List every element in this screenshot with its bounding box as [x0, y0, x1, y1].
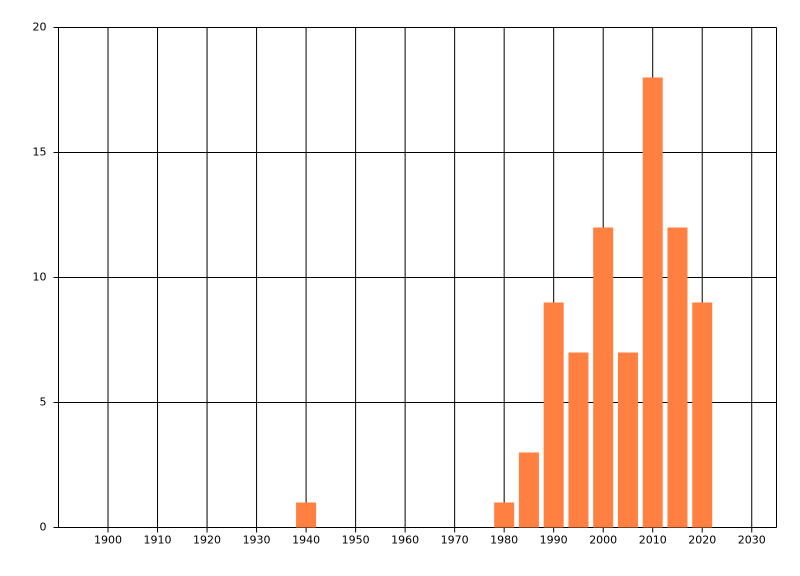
y-tick-label: 5 — [40, 396, 47, 409]
bar — [543, 302, 564, 528]
x-tick-label: 1940 — [292, 534, 320, 547]
y-tick-label: 0 — [40, 521, 47, 534]
bar — [642, 77, 663, 528]
x-tick-label: 1990 — [540, 534, 568, 547]
x-tick-label: 2020 — [688, 534, 716, 547]
bar — [617, 352, 638, 528]
x-tick-label: 2030 — [738, 534, 766, 547]
x-tick-label: 1970 — [441, 534, 469, 547]
y-tick-label: 20 — [33, 21, 47, 34]
x-tick-label: 2010 — [639, 534, 667, 547]
x-tick-label: 2000 — [589, 534, 617, 547]
bar — [593, 227, 614, 528]
x-tick-label: 1920 — [193, 534, 221, 547]
y-tick-label: 10 — [33, 271, 47, 284]
bar — [296, 502, 317, 528]
x-tick-label: 1980 — [490, 534, 518, 547]
x-tick-label: 1930 — [243, 534, 271, 547]
bar — [518, 452, 539, 528]
bar — [692, 302, 713, 528]
x-tick-label: 1910 — [144, 534, 172, 547]
y-tick-label: 15 — [33, 146, 47, 159]
x-tick-label: 1960 — [391, 534, 419, 547]
bar — [494, 502, 515, 528]
x-tick-label: 1900 — [94, 534, 122, 547]
bar — [667, 227, 688, 528]
bar — [568, 352, 589, 528]
x-tick-label: 1950 — [342, 534, 370, 547]
